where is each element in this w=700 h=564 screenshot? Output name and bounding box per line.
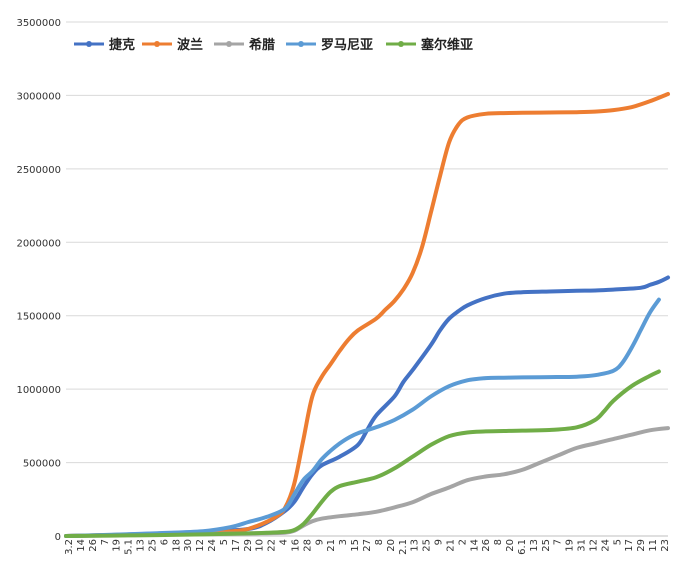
x-tick-label: 29	[243, 539, 254, 552]
x-tick-label: 25	[422, 539, 433, 552]
y-tick-label: 1500000	[16, 312, 61, 323]
x-tick-label: 12	[588, 539, 599, 552]
x-tick-label: 4	[279, 539, 290, 545]
x-tick-label: 19	[112, 539, 123, 552]
legend-marker	[86, 41, 92, 47]
x-tick-label: 13	[136, 539, 147, 552]
x-tick-label: 17	[624, 539, 635, 552]
x-tick-label: 23	[660, 539, 671, 552]
x-tick-label: 11	[648, 539, 659, 552]
x-tick-label: 18	[171, 539, 182, 552]
x-tick-label: 10	[255, 539, 266, 552]
x-tick-label: 25	[147, 539, 158, 552]
x-tick-label: 15	[350, 539, 361, 552]
y-tick-label: 500000	[23, 459, 61, 470]
x-tick-label: 5.1	[124, 539, 135, 555]
legend-label: 波兰	[177, 37, 203, 53]
x-tick-label: 8	[493, 539, 504, 545]
legend-marker	[154, 41, 160, 47]
series-line	[64, 369, 661, 538]
x-tick-label: 17	[231, 539, 242, 552]
x-tick-label: 7	[100, 539, 111, 545]
x-tick-label: 9	[434, 539, 445, 545]
y-tick-label: 1000000	[16, 385, 61, 396]
y-tick-label: 3500000	[16, 18, 61, 29]
x-tick-label: 5	[612, 539, 623, 545]
x-tick-label: 19	[565, 539, 576, 552]
x-tick-label: 13	[529, 539, 540, 552]
x-tick-label: 13	[410, 539, 421, 552]
x-tick-label: 5	[219, 539, 230, 545]
x-tick-label: 27	[362, 539, 373, 552]
x-tick-label: 6	[159, 539, 170, 545]
legend-marker	[226, 41, 232, 47]
legend-marker	[298, 41, 304, 47]
x-tick-label: 2	[457, 539, 468, 545]
series-line	[64, 275, 670, 538]
y-tick-label: 2500000	[16, 165, 61, 176]
x-tick-label: 6.1	[517, 539, 528, 555]
legend-marker	[398, 41, 404, 47]
x-tick-label: 31	[577, 539, 588, 552]
y-tick-label: 3000000	[16, 91, 61, 102]
x-tick-label: 28	[302, 539, 313, 552]
x-tick-label: 16	[290, 539, 301, 552]
x-tick-label: 21	[326, 539, 337, 552]
x-tick-label: 14	[469, 539, 480, 552]
legend-label: 罗马尼亚	[321, 38, 373, 53]
x-tick-label: 25	[541, 539, 552, 552]
x-tick-label: 3	[338, 539, 349, 545]
series-line	[64, 426, 670, 538]
x-tick-label: 24	[207, 539, 218, 552]
x-tick-label: 26	[481, 539, 492, 552]
x-tick-label: 2.1	[398, 539, 409, 555]
legend-label: 希腊	[249, 37, 275, 53]
x-tick-label: 20	[386, 539, 397, 552]
x-tick-label: 9	[314, 539, 325, 545]
x-tick-label: 20	[505, 539, 516, 552]
y-tick-label: 2000000	[16, 238, 61, 249]
legend-label: 捷克	[109, 37, 135, 53]
x-tick-label: 8	[374, 539, 385, 545]
x-tick-label: 22	[267, 539, 278, 552]
series-line	[64, 92, 670, 538]
x-tick-label: 3.2	[64, 539, 75, 555]
x-tick-label: 24	[600, 539, 611, 552]
x-tick-label: 14	[76, 539, 87, 552]
y-tick-label: 0	[55, 532, 61, 543]
x-tick-label: 7	[553, 539, 564, 545]
series-line	[64, 297, 661, 538]
legend-label: 塞尔维亚	[421, 37, 473, 53]
x-tick-label: 29	[636, 539, 647, 552]
x-tick-label: 12	[195, 539, 206, 552]
x-tick-label: 30	[183, 539, 194, 552]
x-tick-label: 21	[445, 539, 456, 552]
x-tick-label: 26	[88, 539, 99, 552]
